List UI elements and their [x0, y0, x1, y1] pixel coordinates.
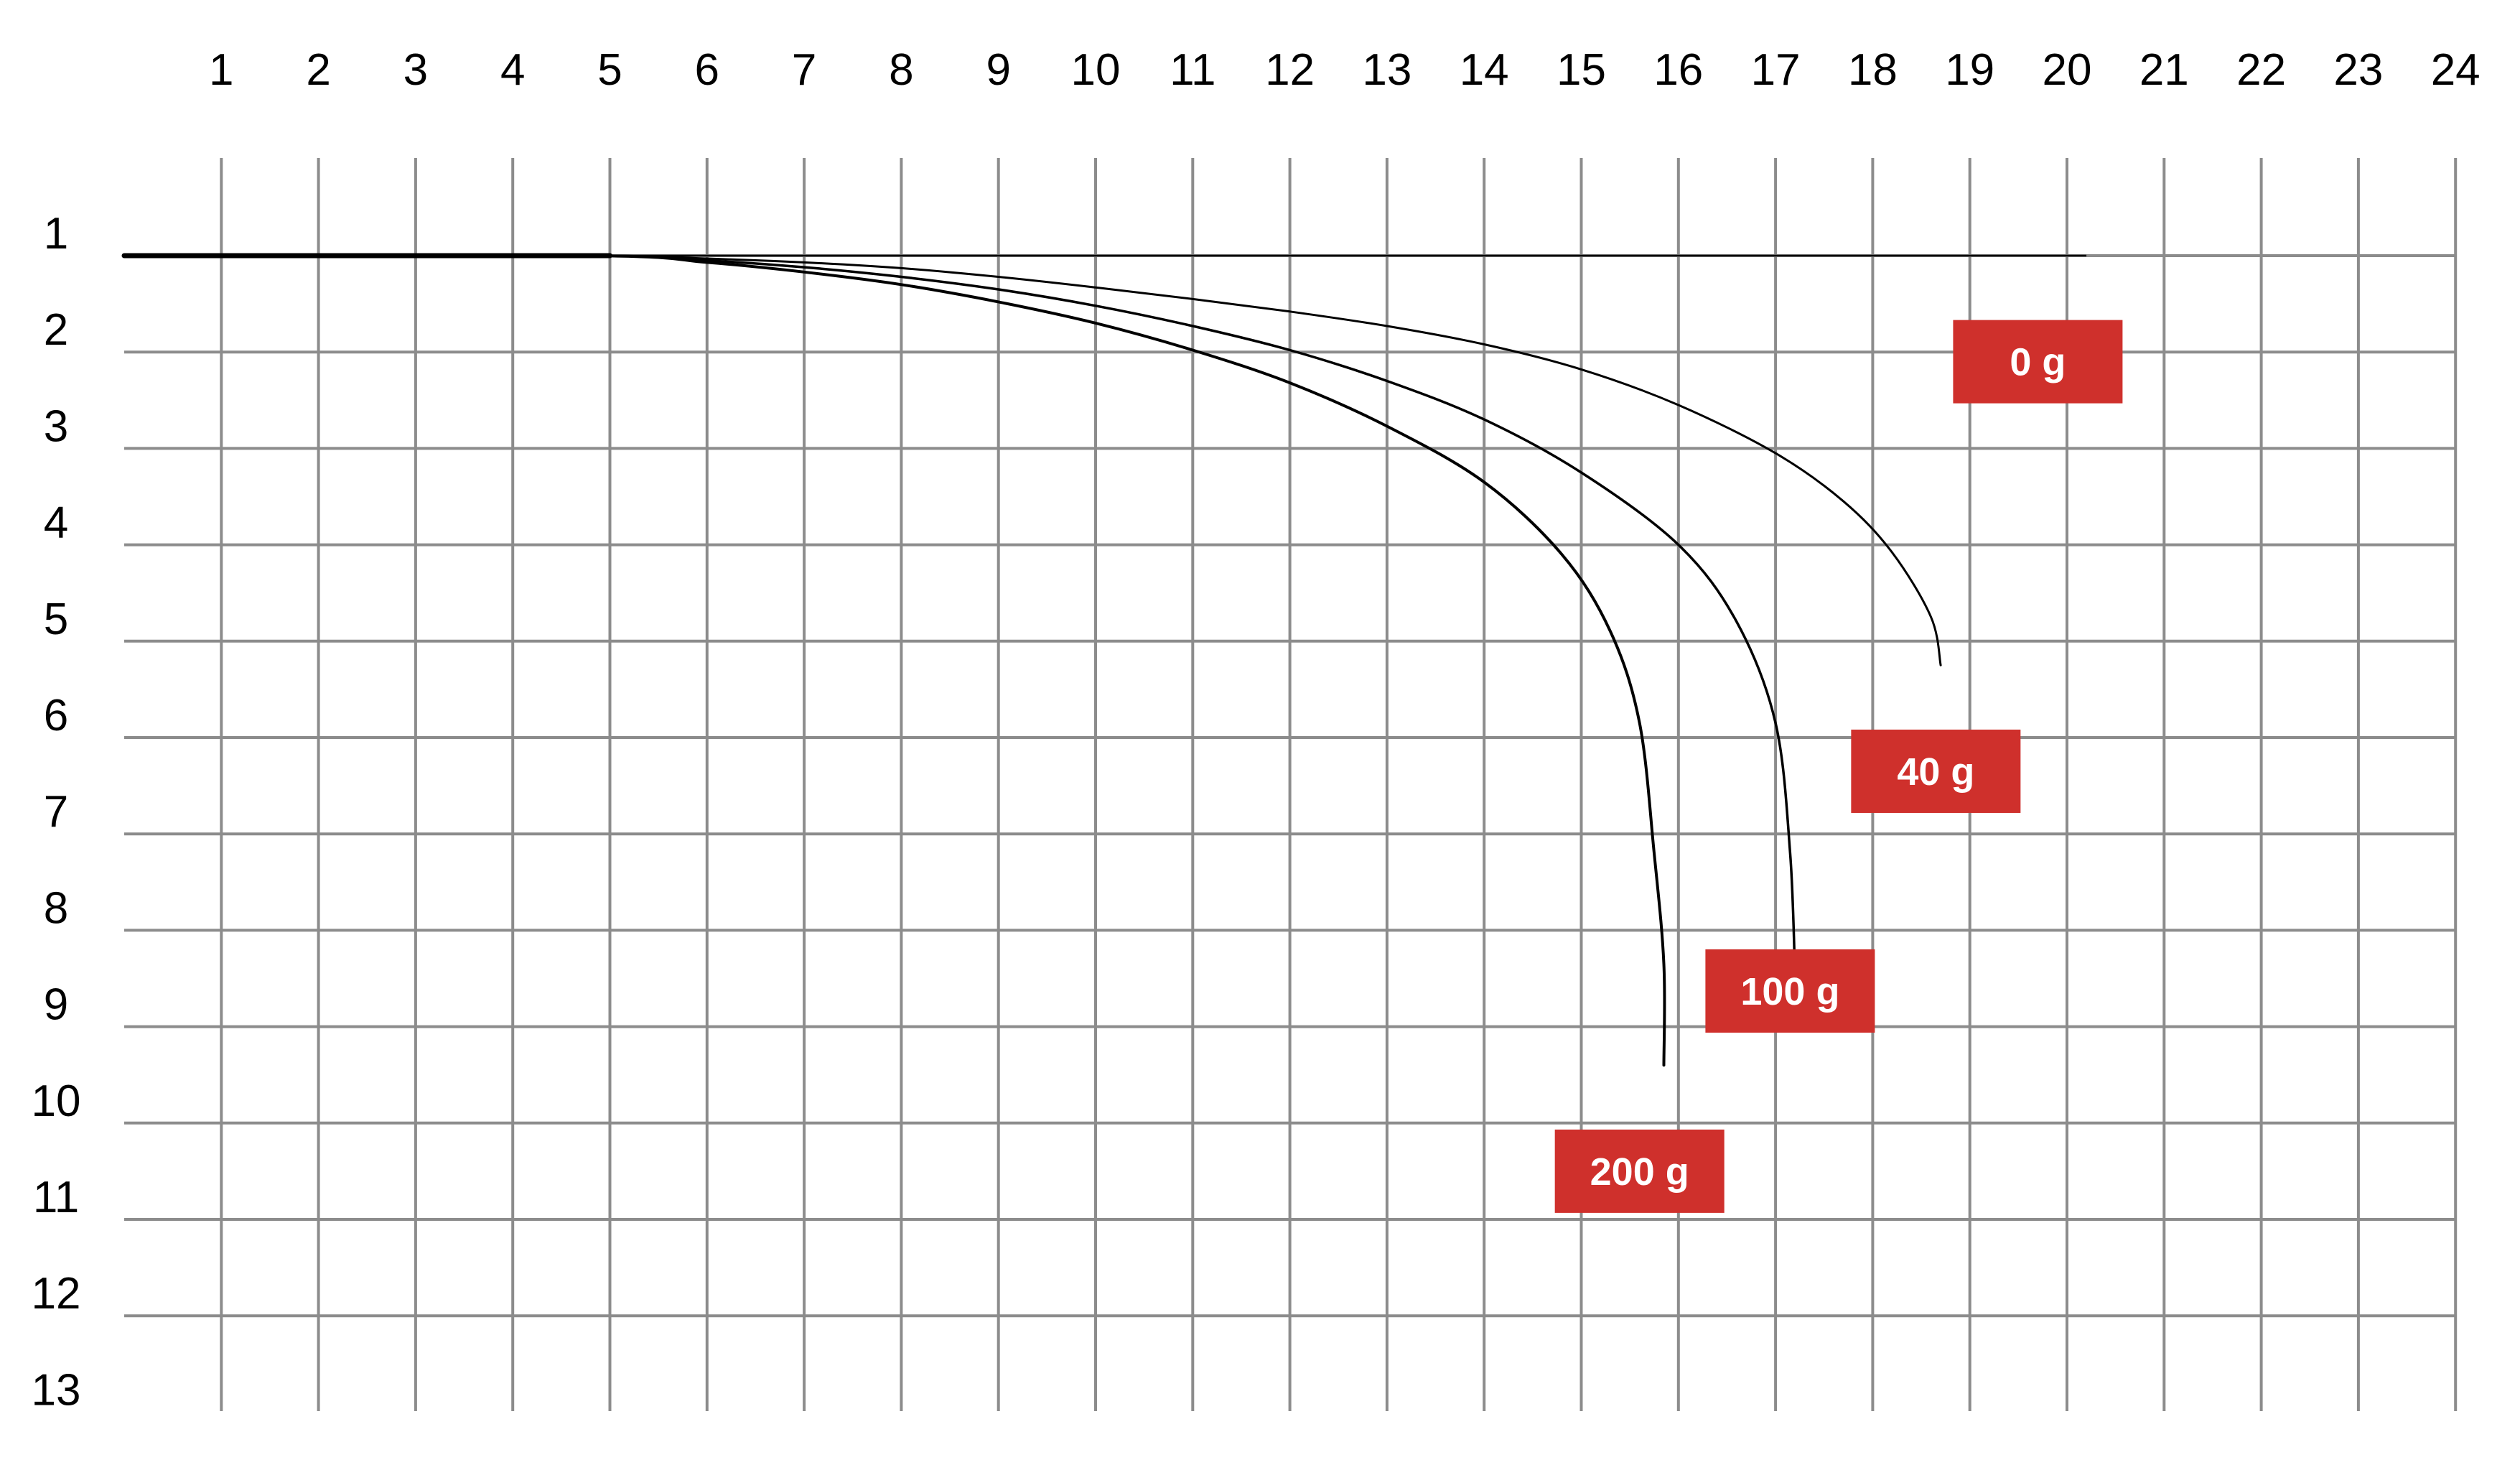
y-tick-label: 10	[32, 1076, 81, 1126]
y-tick-label: 2	[44, 305, 68, 355]
x-tick-label: 10	[1071, 45, 1121, 95]
y-tick-label: 1	[44, 209, 68, 259]
weight-label-box	[1953, 320, 2123, 404]
x-tick-label: 8	[889, 45, 913, 95]
weight-label: 40 g	[1851, 729, 2021, 813]
weight-label: 100 g	[1705, 949, 1875, 1033]
x-tick-label: 23	[2333, 45, 2383, 95]
weight-label-box	[1851, 729, 2021, 813]
weight-label-text: 100 g	[1740, 970, 1839, 1013]
y-tick-label: 3	[44, 401, 68, 451]
x-tick-label: 17	[1751, 45, 1801, 95]
y-tick-label: 7	[44, 787, 68, 837]
x-tick-label: 11	[1170, 45, 1215, 95]
x-tick-label: 5	[597, 45, 622, 95]
x-tick-label: 21	[2139, 45, 2189, 95]
x-tick-label: 20	[2043, 45, 2092, 95]
weight-label: 0 g	[1953, 320, 2123, 404]
y-tick-label: 8	[44, 883, 68, 933]
x-tick-label: 18	[1848, 45, 1898, 95]
weight-label-text: 200 g	[1590, 1150, 1689, 1194]
deflection-curve	[123, 254, 1666, 1067]
weight-labels: 0 g 40 g 100 g 200 g	[1554, 320, 2123, 1213]
x-tick-label: 19	[1945, 45, 1994, 95]
weight-label-text: 40 g	[1897, 750, 1974, 794]
x-tick-label: 15	[1557, 45, 1606, 95]
x-tick-label: 9	[986, 45, 1010, 95]
x-tick-label: 1	[209, 45, 233, 95]
weight-label-text: 0 g	[2010, 341, 2066, 384]
y-tick-label: 12	[32, 1269, 81, 1318]
x-tick-label: 12	[1265, 45, 1315, 95]
deflection-curve	[123, 254, 1796, 975]
x-tick-label: 24	[2431, 45, 2481, 95]
x-tick-label: 7	[792, 45, 816, 95]
y-tick-label: 9	[44, 980, 68, 1030]
x-tick-label: 3	[403, 45, 428, 95]
x-tick-label: 22	[2236, 45, 2286, 95]
x-tick-label: 16	[1653, 45, 1703, 95]
y-tick-label: 4	[44, 498, 68, 548]
x-tick-label: 2	[306, 45, 330, 95]
weight-label-box	[1554, 1129, 1725, 1213]
y-tick-label: 6	[44, 691, 68, 740]
x-axis-tick-labels: 1 2 3 4 5 6 7 8 9 10 11 12 13 14 15 16 17 18 19 20 21 22 23 24	[209, 45, 2481, 95]
deflection-curve	[123, 254, 1942, 666]
y-tick-label: 11	[33, 1173, 79, 1222]
x-tick-label: 14	[1460, 45, 1509, 95]
y-tick-label: 5	[44, 595, 68, 644]
x-tick-label: 6	[695, 45, 719, 95]
weight-label-box	[1705, 949, 1875, 1033]
weight-label: 200 g	[1554, 1129, 1725, 1213]
x-tick-label: 4	[500, 45, 525, 95]
y-tick-label: 13	[32, 1365, 81, 1415]
deflection-curves	[121, 253, 2087, 1067]
x-tick-label: 13	[1362, 45, 1411, 95]
